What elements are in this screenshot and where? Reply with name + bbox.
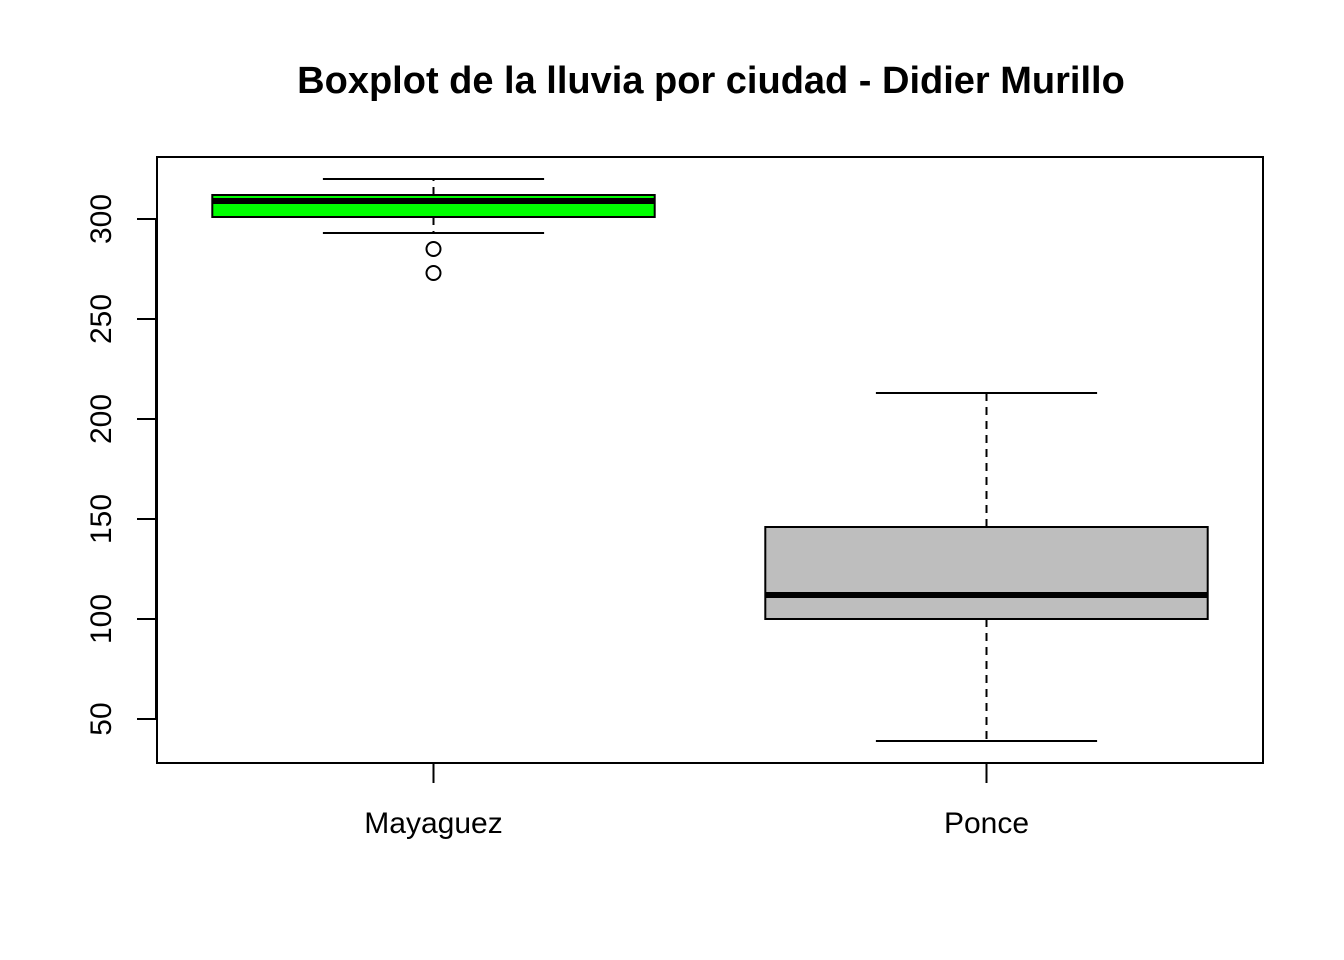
y-tick-label: 50 <box>85 702 118 735</box>
x-tick-label: Ponce <box>944 807 1029 840</box>
box-ponce <box>764 392 1209 742</box>
boxes-group <box>211 178 1209 742</box>
x-axis: Mayaguez Ponce <box>364 763 1029 840</box>
y-tick-label: 200 <box>85 394 118 444</box>
x-tick-label: Mayaguez <box>364 807 502 840</box>
chart-title: Boxplot de la lluvia por ciudad - Didier… <box>297 60 1125 102</box>
y-tick-label: 300 <box>85 194 118 244</box>
box-iqr <box>764 526 1209 620</box>
y-tick-label: 250 <box>85 294 118 344</box>
box-mayaguez <box>211 178 656 281</box>
y-tick-label: 100 <box>85 594 118 644</box>
y-tick-label: 150 <box>85 494 118 544</box>
outlier-point <box>425 241 442 257</box>
outlier-point <box>425 265 442 281</box>
y-axis: 50 100 150 200 250 300 <box>85 194 157 736</box>
plot-frame <box>156 156 1264 764</box>
